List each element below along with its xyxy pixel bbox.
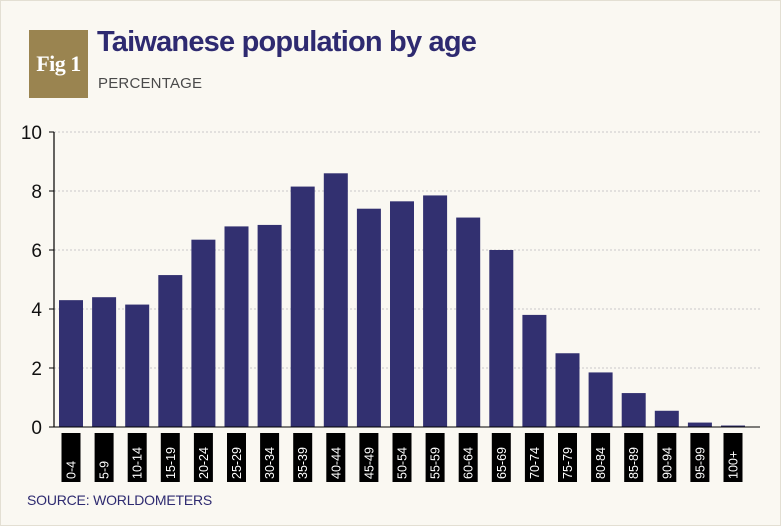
x-tick-label-box bbox=[61, 433, 81, 482]
x-tick-label-box bbox=[491, 433, 511, 482]
x-tick-label-box bbox=[558, 433, 577, 482]
x-tick-label-box bbox=[127, 433, 147, 482]
figure-badge-label: Fig 1 bbox=[36, 51, 81, 76]
y-tick-label: 4 bbox=[31, 300, 42, 321]
x-tick-label: 60-64 bbox=[462, 447, 476, 479]
source-note: SOURCE: WORLDOMETERS bbox=[27, 492, 213, 508]
x-tick-label-box bbox=[624, 433, 644, 482]
x-tick-label: 15-19 bbox=[164, 447, 178, 479]
bar-35-39 bbox=[290, 186, 315, 427]
x-tick-label-box bbox=[326, 433, 346, 482]
x-tick-label-box bbox=[657, 433, 677, 482]
bar-20-24 bbox=[191, 239, 216, 427]
axes bbox=[49, 131, 760, 428]
x-tick-label-box bbox=[160, 433, 180, 482]
bar-55-59 bbox=[423, 195, 448, 427]
x-tick-label-box bbox=[458, 433, 478, 482]
x-tick-labels: 0-4 5-9 10-14 15-19 20-24 25-29 30-34 35-39 40-4… bbox=[61, 433, 743, 482]
bar-60-64 bbox=[456, 217, 481, 427]
bar-5-9 bbox=[92, 297, 117, 427]
bar-0-4 bbox=[59, 300, 83, 427]
x-tick-label: 20-24 bbox=[197, 447, 211, 479]
x-tick-label: 0-4 bbox=[65, 461, 79, 479]
x-tick-label-box bbox=[260, 433, 280, 482]
bar-85-89 bbox=[621, 393, 646, 427]
y-tick-label: 8 bbox=[31, 182, 42, 203]
y-tick-label: 0 bbox=[31, 418, 42, 439]
x-tick-label-box bbox=[723, 433, 743, 482]
chart-subtitle: PERCENTAGE bbox=[98, 75, 203, 92]
x-tick-label: 75-79 bbox=[561, 447, 575, 479]
x-tick-label: 50-54 bbox=[396, 447, 410, 479]
x-tick-label: 65-69 bbox=[495, 447, 509, 479]
bars bbox=[59, 173, 745, 427]
chart-title: Taiwanese population by age bbox=[97, 26, 477, 58]
x-tick-label-box bbox=[293, 433, 313, 482]
bar-80-84 bbox=[588, 372, 613, 427]
y-tick-label: 10 bbox=[21, 123, 42, 144]
bar-45-49 bbox=[356, 208, 381, 427]
x-tick-label-box bbox=[690, 433, 710, 482]
x-tick-label: 85-89 bbox=[627, 447, 641, 479]
x-tick-label-box bbox=[94, 433, 114, 482]
x-tick-label: 5-9 bbox=[98, 461, 112, 479]
x-tick-label-box bbox=[359, 433, 379, 482]
x-tick-label: 90-94 bbox=[660, 447, 674, 479]
figure-badge: Fig 1 bbox=[29, 30, 88, 98]
bar-95-99 bbox=[687, 422, 712, 427]
x-tick-label: 80-84 bbox=[594, 447, 608, 479]
x-tick-label: 70-74 bbox=[528, 447, 542, 479]
bar-75-79 bbox=[555, 353, 580, 427]
x-tick-label-box bbox=[227, 433, 246, 482]
x-tick-label: 40-44 bbox=[329, 447, 343, 479]
x-tick-label: 45-49 bbox=[362, 447, 376, 479]
bar-15-19 bbox=[158, 275, 183, 427]
bar-100+ bbox=[721, 425, 745, 427]
y-tick-label: 6 bbox=[31, 241, 42, 262]
y-tick-label: 2 bbox=[31, 359, 42, 380]
y-tick-labels: 0 2 4 6 8 10 bbox=[21, 123, 43, 439]
x-tick-label-box bbox=[591, 433, 611, 482]
x-tick-label: 25-29 bbox=[230, 447, 244, 479]
x-tick-label: 100+ bbox=[727, 451, 741, 479]
x-tick-label: 55-59 bbox=[429, 447, 443, 479]
bar-25-29 bbox=[224, 226, 249, 427]
x-tick-label: 95-99 bbox=[693, 447, 707, 479]
bar-50-54 bbox=[390, 201, 414, 427]
bar-65-69 bbox=[489, 250, 514, 427]
x-tick-label: 35-39 bbox=[296, 447, 310, 479]
x-tick-label-box bbox=[193, 433, 213, 482]
x-tick-label-box bbox=[392, 433, 412, 482]
x-tick-label-box bbox=[425, 433, 445, 482]
bar-90-94 bbox=[654, 410, 679, 427]
bar-70-74 bbox=[522, 314, 547, 427]
bar-30-34 bbox=[257, 224, 282, 427]
x-tick-label: 10-14 bbox=[131, 447, 145, 479]
bar-10-14 bbox=[125, 304, 150, 427]
x-tick-label-box bbox=[524, 433, 544, 482]
bar-40-44 bbox=[323, 173, 348, 427]
x-tick-label: 30-34 bbox=[263, 447, 277, 479]
